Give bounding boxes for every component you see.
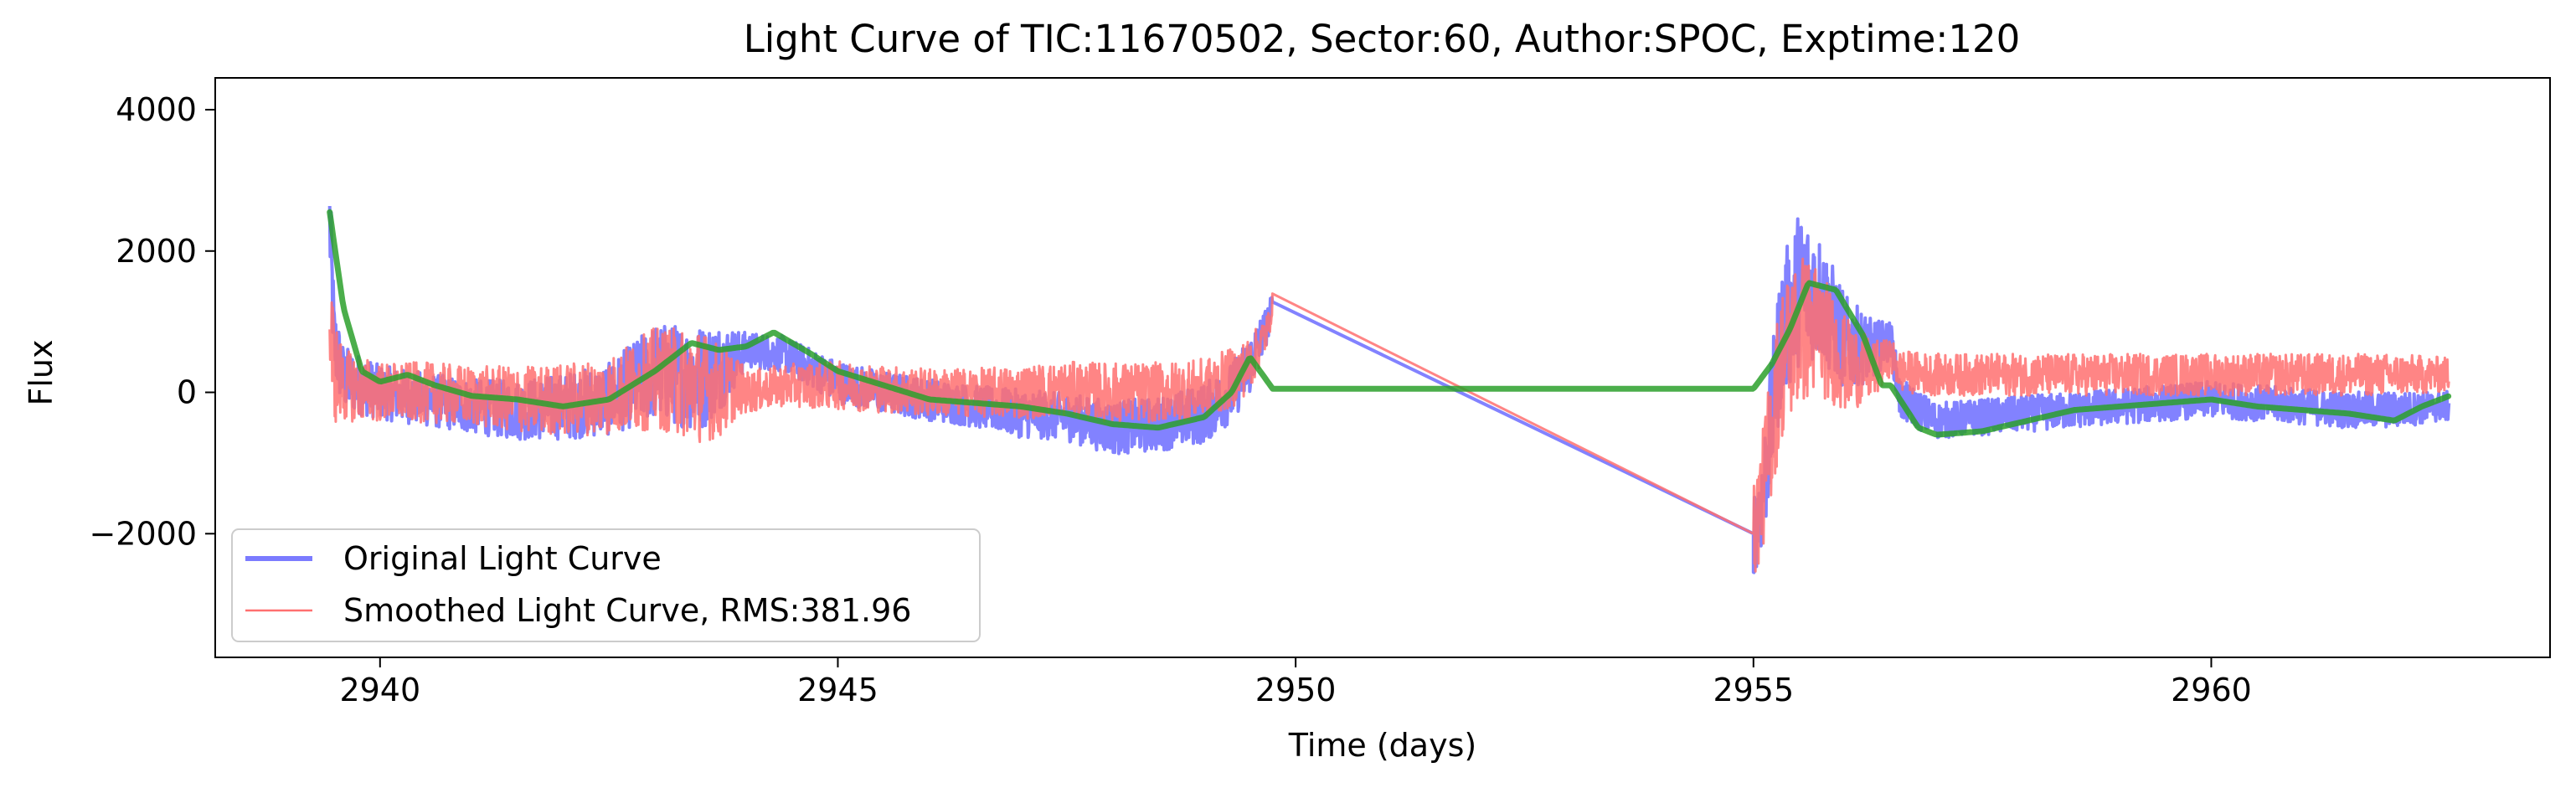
legend-label-smoothed: Smoothed Light Curve, RMS:381.96 <box>343 592 911 629</box>
x-axis-label: Time (days) <box>1288 727 1476 764</box>
y-axis-label: Flux <box>23 340 59 406</box>
legend-label-original: Original Light Curve <box>343 540 662 577</box>
x-tick-label: 2955 <box>1713 672 1794 708</box>
legend: Original Light Curve Smoothed Light Curv… <box>231 528 981 642</box>
x-tick-label: 2945 <box>797 672 878 708</box>
y-tick-label: −2000 <box>89 515 197 552</box>
x-axis: 2940 2945 2950 2955 2960 <box>339 657 2252 708</box>
x-tick-label: 2940 <box>339 672 420 708</box>
y-axis: −2000 0 2000 4000 <box>89 91 215 552</box>
x-tick-label: 2960 <box>2171 672 2252 708</box>
y-tick-label: 2000 <box>116 233 197 270</box>
legend-box <box>231 528 981 642</box>
chart-title: Light Curve of TIC:11670502, Sector:60, … <box>744 17 2021 61</box>
series-layer <box>327 205 2452 574</box>
y-tick-label: 0 <box>177 374 197 411</box>
series-smoothed-light-curve <box>328 257 2450 573</box>
y-tick-label: 4000 <box>116 91 197 128</box>
plot-frame <box>214 77 2551 658</box>
series-trend-curve <box>327 209 2452 438</box>
x-tick-label: 2950 <box>1255 672 1337 708</box>
